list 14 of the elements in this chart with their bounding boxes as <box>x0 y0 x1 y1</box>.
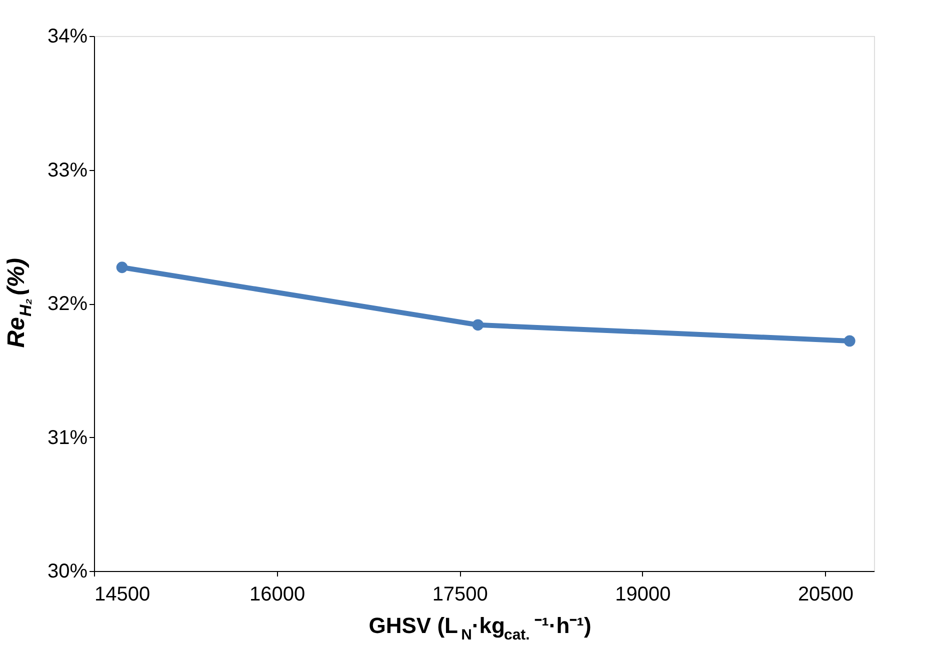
point <box>116 262 128 274</box>
y-tick-label: 31% <box>47 426 88 449</box>
point <box>472 319 484 331</box>
y-axis-title: ReH₂(%) <box>3 258 36 348</box>
y-tick-label: 34% <box>47 26 88 48</box>
point <box>844 335 856 347</box>
x-tick-label: 20500 <box>798 584 854 606</box>
x-tick-label: 17500 <box>432 584 488 606</box>
y-tick-label: 32% <box>47 293 88 315</box>
x-tick-label: 14500 <box>94 584 150 606</box>
y-tick-label: 33% <box>47 159 88 182</box>
y-tick-label: 30% <box>47 560 88 582</box>
x-tick-label: 16000 <box>250 584 306 606</box>
x-tick-label: 19000 <box>615 584 671 606</box>
